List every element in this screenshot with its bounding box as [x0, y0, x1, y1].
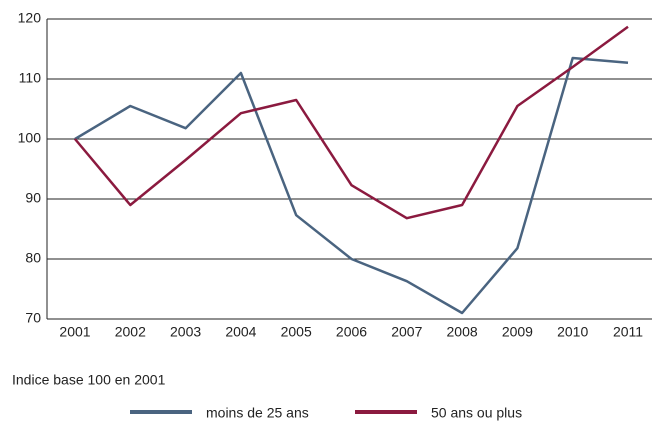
- line: [74, 56, 629, 315]
- x-tick-label: 2005: [281, 324, 312, 340]
- legend-label: moins de 25 ans: [206, 405, 309, 421]
- y-tick-label: 120: [18, 10, 42, 26]
- y-tick-label: 110: [19, 70, 42, 86]
- legend-label: 50 ans ou plus: [431, 405, 522, 421]
- y-tick-label: 70: [25, 310, 41, 326]
- x-tick-label: 2002: [115, 324, 146, 340]
- x-tick-label: 2007: [391, 324, 422, 340]
- x-tick-label: 2008: [447, 324, 478, 340]
- line: [74, 25, 629, 220]
- x-tick-label: 2004: [225, 324, 256, 340]
- y-tick-label: 90: [25, 190, 41, 206]
- x-tick-label: 2010: [557, 324, 588, 340]
- x-tick-label: 2009: [502, 324, 533, 340]
- y-tick-label: 80: [25, 250, 41, 266]
- y-tick-label: 100: [18, 130, 42, 146]
- x-tick-label: 2001: [59, 324, 90, 340]
- x-tick-label: 2003: [170, 324, 201, 340]
- note: Indice base 100 en 2001: [12, 372, 166, 388]
- x-tick-label: 2011: [613, 324, 643, 340]
- x-tick-label: 2006: [336, 324, 367, 340]
